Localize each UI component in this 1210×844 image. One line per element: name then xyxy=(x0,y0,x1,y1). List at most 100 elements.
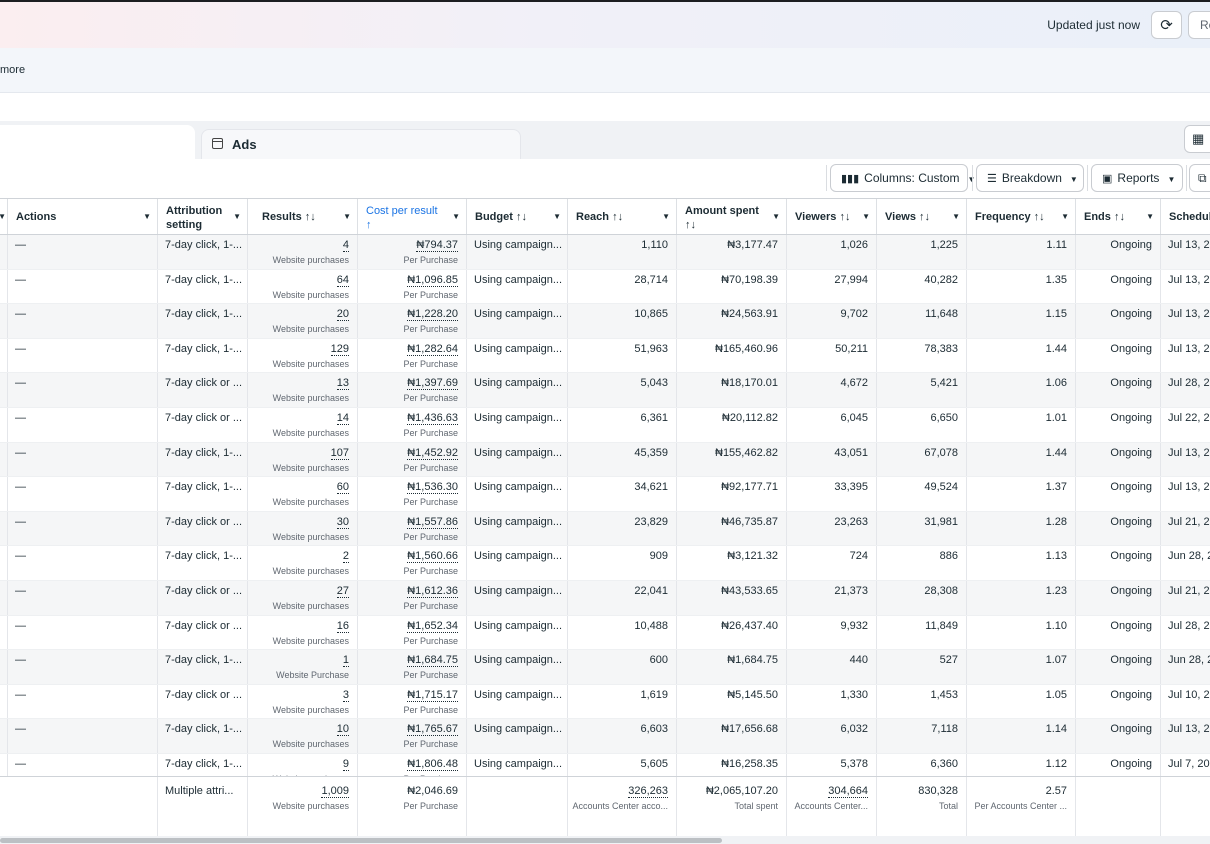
table-row[interactable]: —7-day click or ... 27 Website purchases ₦1… xyxy=(0,581,1210,616)
cell-actions: — xyxy=(8,684,158,719)
top-bar: Updated just now ⟳ Re xyxy=(0,0,1210,48)
table-view-button[interactable]: ▦ xyxy=(1184,125,1210,153)
table-row[interactable]: —7-day click, 1-... 2 Website purchases ₦1,… xyxy=(0,546,1210,581)
column-label: Ends ↑↓ xyxy=(1084,211,1125,223)
refresh-button[interactable]: ⟳ xyxy=(1151,11,1182,39)
cell-ends: Ongoing xyxy=(1076,511,1161,546)
horizontal-scrollbar[interactable] xyxy=(0,836,1210,844)
cell-reach: 10,865 xyxy=(568,304,677,338)
cell-status xyxy=(0,511,8,546)
cell-budget: Using campaign... xyxy=(467,581,568,615)
column-header-budget[interactable]: Budget ↑↓ ▼ xyxy=(467,199,568,234)
cell-results: 2 Website purchases xyxy=(248,546,358,580)
column-header-viewers[interactable]: Viewers ↑↓ ▼ xyxy=(787,199,877,234)
cell-frequency: 1.44 xyxy=(967,442,1076,477)
column-header-attribution[interactable]: Attribution setting ▼ xyxy=(158,199,248,234)
export-button[interactable]: ⧉ xyxy=(1189,164,1210,192)
cell-ends: Ongoing xyxy=(1076,338,1161,373)
cell-actions: — xyxy=(8,442,158,477)
cell-frequency: 1.12 xyxy=(967,754,1076,788)
column-label: Schedule xyxy=(1169,211,1210,223)
cell-amount-spent: ₦24,563.91 xyxy=(677,304,787,338)
table-row[interactable]: —7-day click, 1-... 129 Website purchases ₦… xyxy=(0,338,1210,374)
cell-budget: Using campaign... xyxy=(467,235,568,269)
table-row[interactable]: —7-day click or ... 3 Website purchases ₦1,… xyxy=(0,684,1210,720)
column-header-results[interactable]: Results ↑↓ ▼ xyxy=(248,199,358,234)
chevron-down-icon: ▼ xyxy=(553,212,561,221)
cell-amount-spent: ₦5,145.50 xyxy=(677,684,787,719)
tab-ad-sets[interactable] xyxy=(0,125,195,159)
cell-results: 60 Website purchases xyxy=(248,477,358,511)
cell-status xyxy=(0,338,8,373)
table-row[interactable]: —7-day click, 1-... 107 Website purchases ₦… xyxy=(0,442,1210,478)
cell-results: 27 Website purchases xyxy=(248,581,358,615)
cell-budget: Using campaign... xyxy=(467,477,568,511)
ads-icon xyxy=(212,138,223,149)
column-label: Budget ↑↓ xyxy=(475,211,527,223)
cell-cost-per-result: ₦1,557.86 Per Purchase xyxy=(358,511,467,546)
scrollbar-thumb[interactable] xyxy=(0,838,722,843)
cell-attribution: 7-day click, 1-... xyxy=(158,719,248,753)
column-header-status[interactable]: ▼ xyxy=(0,199,8,234)
cell-budget: Using campaign... xyxy=(467,408,568,442)
column-header-amount-spent[interactable]: Amount spent ↑↓ ▼ xyxy=(677,199,787,234)
column-header-cost-per-result[interactable]: Cost per result ↑ ▼ xyxy=(358,199,467,234)
cell-cost-per-result: ₦1,715.17 Per Purchase xyxy=(358,684,467,719)
column-header-reach[interactable]: Reach ↑↓ ▼ xyxy=(568,199,677,234)
cell-ends: Ongoing xyxy=(1076,408,1161,442)
cell-amount-spent: ₦70,198.39 xyxy=(677,269,787,304)
more-link[interactable]: more xyxy=(0,64,26,76)
column-label: Results ↑↓ xyxy=(262,211,316,223)
cell-schedule: Jul 10, 20 xyxy=(1161,685,1210,719)
cell-views: 11,849 xyxy=(877,615,967,650)
table-row[interactable]: —7-day click, 1-... 10 Website purchases ₦1… xyxy=(0,719,1210,754)
cell-attribution: 7-day click or ... xyxy=(158,684,248,719)
table-toolbar: ▮▮▮ Columns: Custom ▼ ☰ Breakdown ▼ ▣ Reports… xyxy=(0,159,1210,199)
cell-frequency: 1.15 xyxy=(967,304,1076,338)
cell-frequency: 1.07 xyxy=(967,650,1076,684)
table-row[interactable]: —7-day click, 1-... 60 Website purchases ₦1… xyxy=(0,477,1210,512)
cell-attribution: 7-day click or ... xyxy=(158,581,248,615)
column-header-actions[interactable]: Actions ▼ xyxy=(8,199,158,234)
cell-views: 40,282 xyxy=(877,269,967,304)
cell-views: 1,453 xyxy=(877,684,967,719)
toolbar-divider xyxy=(826,165,827,191)
totals-results: 1,009 Website purchases xyxy=(248,777,358,837)
cell-results: 16 Website purchases xyxy=(248,615,358,650)
table-row[interactable]: —7-day click or ... 13 Website purchases ₦1… xyxy=(0,373,1210,408)
cell-results: 1 Website Purchase xyxy=(248,650,358,684)
reports-button[interactable]: ▣ Reports ▼ xyxy=(1091,164,1183,192)
cell-frequency: 1.37 xyxy=(967,477,1076,511)
cell-attribution: 7-day click, 1-... xyxy=(158,546,248,580)
cell-views: 67,078 xyxy=(877,442,967,477)
review-button[interactable]: Re xyxy=(1188,11,1210,39)
cell-schedule: Jul 13, 20 xyxy=(1161,477,1210,511)
updated-status: Updated just now xyxy=(1047,18,1140,32)
cell-reach: 51,963 xyxy=(568,338,677,373)
cell-amount-spent: ₦1,684.75 xyxy=(677,650,787,684)
cell-frequency: 1.23 xyxy=(967,581,1076,615)
cell-ends: Ongoing xyxy=(1076,477,1161,511)
table-row[interactable]: —7-day click, 1-... 64 Website purchases ₦1… xyxy=(0,269,1210,305)
table-row[interactable]: —7-day click, 1-... 1 Website Purchase ₦1,6… xyxy=(0,650,1210,685)
table-row[interactable]: —7-day click, 1-... 4 Website purchases ₦79… xyxy=(0,235,1210,270)
column-header-ends[interactable]: Ends ↑↓ ▼ xyxy=(1076,199,1161,234)
breakdown-button[interactable]: ☰ Breakdown ▼ xyxy=(976,164,1084,192)
cell-reach: 10,488 xyxy=(568,615,677,650)
cell-schedule: Jul 28, 20 xyxy=(1161,616,1210,650)
cell-reach: 1,619 xyxy=(568,684,677,719)
column-label: Actions xyxy=(16,211,57,223)
columns-button[interactable]: ▮▮▮ Columns: Custom ▼ xyxy=(830,164,975,192)
column-header-frequency[interactable]: Frequency ↑↓ ▼ xyxy=(967,199,1076,234)
table-row[interactable]: —7-day click or ... 14 Website purchases ₦1… xyxy=(0,408,1210,443)
cell-results: 13 Website purchases xyxy=(248,373,358,407)
column-header-views[interactable]: Views ↑↓ ▼ xyxy=(877,199,967,234)
table-row[interactable]: —7-day click, 1-... 20 Website purchases ₦1… xyxy=(0,304,1210,339)
cell-attribution: 7-day click, 1-... xyxy=(158,754,248,788)
tab-ads[interactable]: Ads xyxy=(201,129,521,159)
cell-budget: Using campaign... xyxy=(467,650,568,684)
column-header-schedule[interactable]: Schedule xyxy=(1161,199,1210,234)
table-row[interactable]: —7-day click or ... 30 Website purchases ₦1… xyxy=(0,511,1210,547)
cell-frequency: 1.05 xyxy=(967,684,1076,719)
table-row[interactable]: —7-day click or ... 16 Website purchases ₦1… xyxy=(0,615,1210,651)
